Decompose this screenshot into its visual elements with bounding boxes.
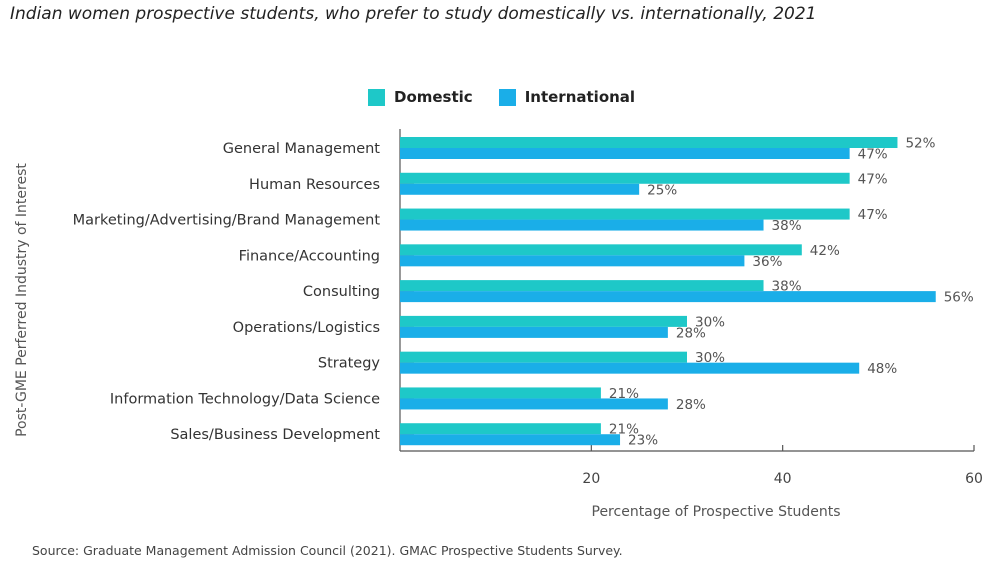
data-label: 38% <box>772 279 802 295</box>
legend-label-international: International <box>524 88 636 106</box>
category-label: Consulting <box>303 284 380 300</box>
category-label: General Management <box>223 141 381 157</box>
data-label: 23% <box>628 433 658 449</box>
data-label: 47% <box>858 147 888 163</box>
data-label: 52% <box>905 136 935 152</box>
data-label: 28% <box>676 397 706 413</box>
data-label: 42% <box>810 243 840 259</box>
bar-domestic <box>400 280 764 292</box>
bar-international <box>400 148 850 159</box>
legend-label-domestic: Domestic <box>394 88 473 106</box>
data-label: 21% <box>609 386 639 402</box>
bar-international <box>400 434 621 446</box>
category-label: Operations/Logistics <box>233 320 380 336</box>
category-label: Finance/Accounting <box>239 248 380 264</box>
bar-international <box>400 183 640 195</box>
bar-international <box>400 362 860 374</box>
data-label: 56% <box>944 290 974 306</box>
data-label: 21% <box>609 422 639 438</box>
bar-domestic <box>400 351 687 363</box>
bar-international <box>400 255 745 267</box>
legend-item-domestic: Domestic <box>368 88 473 106</box>
category-label: Information Technology/Data Science <box>110 391 380 407</box>
bar-domestic <box>400 244 802 256</box>
x-axis-label: Percentage of Prospective Students <box>592 504 841 520</box>
x-tick-label: 40 <box>774 471 792 487</box>
data-label: 47% <box>858 171 888 187</box>
bar-international <box>400 398 668 410</box>
data-label: 36% <box>752 254 782 270</box>
bar-domestic <box>400 172 850 184</box>
bar-international <box>400 326 668 338</box>
data-label: 47% <box>858 207 888 223</box>
category-label: Sales/Business Development <box>170 427 380 443</box>
data-label: 30% <box>695 350 725 366</box>
legend-swatch-domestic <box>368 88 385 106</box>
bar-domestic <box>400 423 601 435</box>
legend-swatch-international <box>498 88 516 106</box>
bar-international <box>400 219 764 231</box>
bar-domestic <box>400 387 601 399</box>
x-tick-label: 60 <box>965 471 983 487</box>
category-label: Human Resources <box>249 177 380 193</box>
data-label: 38% <box>772 218 802 234</box>
category-label: Strategy <box>318 356 381 372</box>
data-label: 25% <box>647 182 677 198</box>
category-label: Marketing/Advertising/Brand Management <box>73 213 381 229</box>
bar-domestic <box>400 315 687 327</box>
bar-domestic <box>400 208 850 220</box>
x-tick-label: 20 <box>582 471 600 487</box>
data-label: 28% <box>676 325 706 341</box>
source-note: Source: Graduate Management Admission Co… <box>32 543 623 558</box>
legend-item-international: International <box>498 88 636 106</box>
bar-domestic <box>400 137 898 148</box>
chart-title: Indian women prospective students, who p… <box>10 4 817 24</box>
data-label: 30% <box>695 314 725 330</box>
bar-international <box>400 291 936 303</box>
data-label: 48% <box>867 361 897 377</box>
legend: Domestic International <box>368 88 661 106</box>
